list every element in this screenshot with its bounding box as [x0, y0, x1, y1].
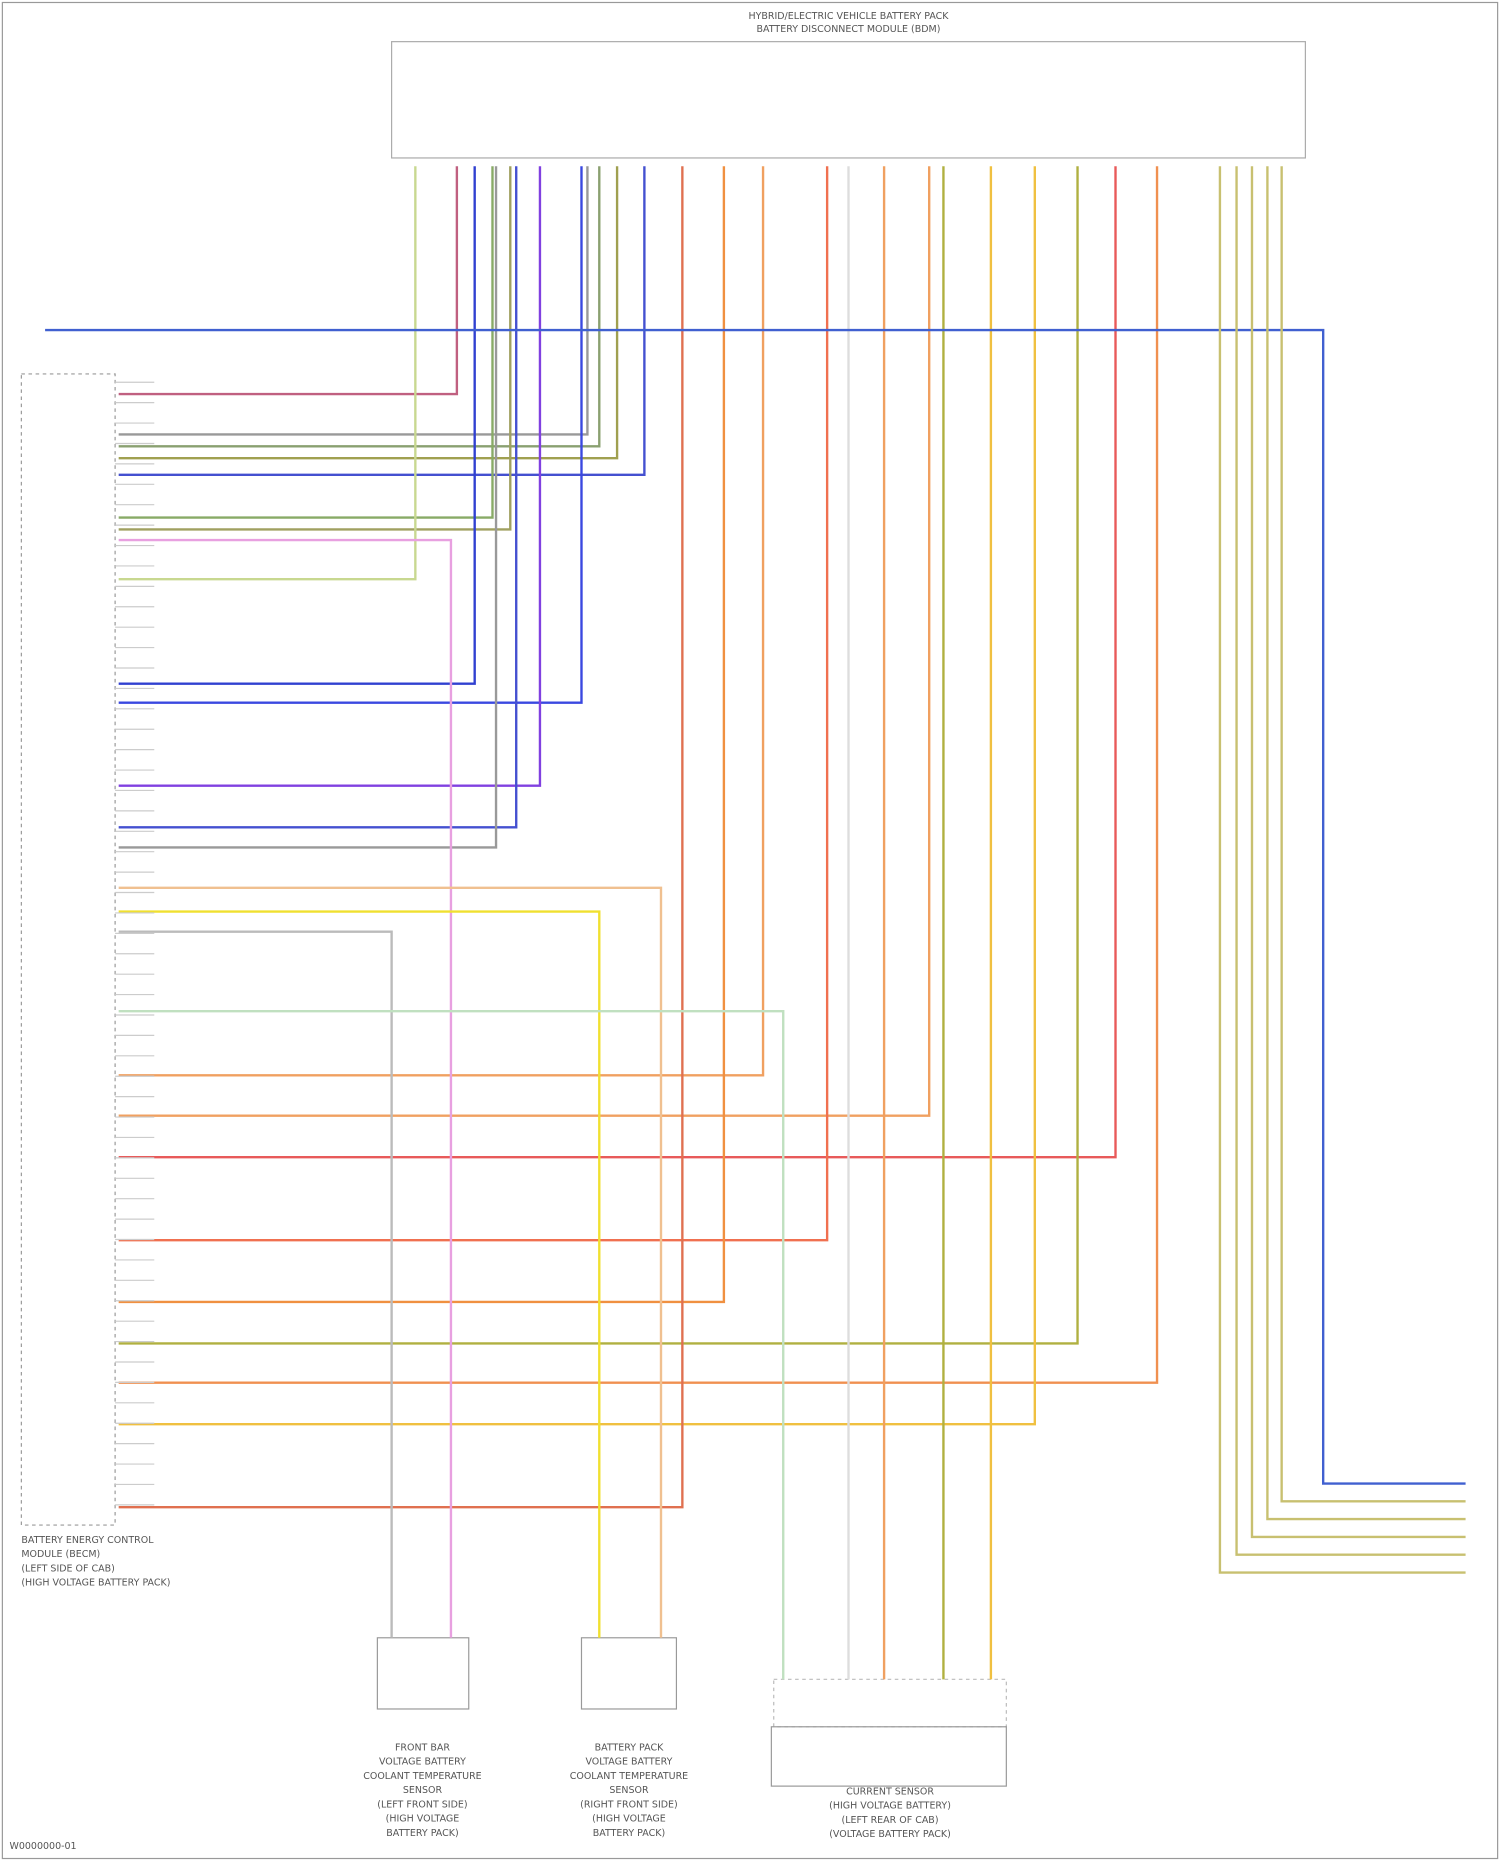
module-label: BATTERY PACK	[595, 1743, 665, 1754]
wire	[118, 166, 518, 829]
module-label: BATTERY PACK)	[593, 1828, 665, 1839]
title-line: BATTERY DISCONNECT MODULE (BDM)	[757, 24, 941, 35]
wire	[118, 166, 1036, 1426]
module-label: MODULE (BECM)	[21, 1549, 100, 1560]
wire	[118, 930, 393, 1638]
wire	[118, 910, 601, 1638]
module-label: SENSOR	[609, 1785, 649, 1796]
wire	[118, 166, 931, 1117]
module-label: (LEFT SIDE OF CAB)	[21, 1563, 114, 1574]
module-label: SENSOR	[403, 1785, 443, 1796]
current-sensor-connector	[773, 1678, 1007, 1728]
wires	[45, 166, 1466, 1680]
wire	[118, 166, 601, 448]
wire	[1218, 166, 1466, 1574]
module-label: (HIGH VOLTAGE BATTERY)	[829, 1801, 951, 1812]
module-label: VOLTAGE BATTERY	[585, 1757, 672, 1768]
wire	[1280, 166, 1466, 1503]
wire	[118, 166, 498, 849]
sensor-left-box	[376, 1637, 470, 1710]
module-label: (VOLTAGE BATTERY PACK)	[829, 1829, 951, 1840]
module-label: (HIGH VOLTAGE	[592, 1814, 666, 1825]
module-label: CURRENT SENSOR	[846, 1786, 934, 1797]
wire	[118, 166, 589, 436]
wire	[1235, 166, 1466, 1556]
wire	[118, 166, 619, 460]
wire	[118, 1010, 785, 1680]
module-label: (LEFT REAR OF CAB)	[842, 1815, 939, 1826]
wire	[1266, 166, 1466, 1521]
wire	[118, 166, 417, 581]
wire	[118, 166, 476, 685]
wire	[118, 166, 765, 1077]
wire	[118, 166, 829, 1242]
wire	[118, 166, 1159, 1384]
wire	[118, 166, 726, 1304]
title-line: HYBRID/ELECTRIC VEHICLE BATTERY PACK	[748, 11, 949, 22]
wire	[45, 328, 1466, 1485]
wire	[118, 166, 1079, 1345]
module-label: BATTERY PACK)	[386, 1828, 458, 1839]
module-label: (LEFT FRONT SIDE)	[377, 1799, 467, 1810]
wire	[118, 166, 494, 519]
current-sensor-box	[770, 1726, 1007, 1787]
sensor-right-box	[580, 1637, 678, 1710]
module-label: FRONT BAR	[395, 1743, 450, 1754]
module-label: COOLANT TEMPERATURE	[363, 1771, 481, 1782]
module-label: VOLTAGE BATTERY	[379, 1757, 466, 1768]
module-label: (RIGHT FRONT SIDE)	[580, 1799, 678, 1810]
module-label: (HIGH VOLTAGE BATTERY PACK)	[21, 1578, 170, 1589]
wire	[118, 886, 663, 1638]
becm-box	[20, 373, 116, 1526]
wire	[118, 166, 583, 704]
module-label: COOLANT TEMPERATURE	[570, 1771, 688, 1782]
bdm-box	[391, 41, 1306, 159]
wire	[118, 166, 459, 396]
module-label: (HIGH VOLTAGE	[386, 1814, 460, 1825]
wire	[118, 538, 453, 1638]
wire	[118, 166, 512, 531]
footer-code: W0000000-01	[9, 1841, 76, 1852]
wire	[118, 166, 684, 1509]
wire	[1250, 166, 1466, 1539]
labels: HYBRID/ELECTRIC VEHICLE BATTERY PACK BATT…	[9, 11, 950, 1852]
wire	[118, 166, 646, 476]
module-label: BATTERY ENERGY CONTROL	[21, 1535, 154, 1546]
wire	[118, 166, 542, 787]
